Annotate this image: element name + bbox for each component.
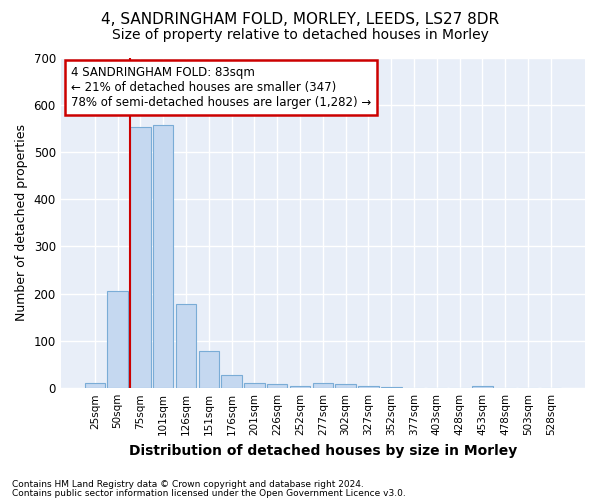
Bar	[85, 384, 105, 388]
Text: Contains HM Land Registry data © Crown copyright and database right 2024.: Contains HM Land Registry data © Crown c…	[12, 480, 364, 489]
Text: 4 SANDRINGHAM FOLD: 83sqm
← 21% of detached houses are smaller (347)
78% of semi: 4 SANDRINGHAM FOLD: 83sqm ← 21% of detac…	[71, 66, 371, 109]
Bar	[381, 387, 401, 388]
Bar	[130, 127, 151, 388]
X-axis label: Distribution of detached houses by size in Morley: Distribution of detached houses by size …	[129, 444, 517, 458]
Text: Contains public sector information licensed under the Open Government Licence v3: Contains public sector information licen…	[12, 488, 406, 498]
Bar	[267, 384, 287, 388]
Bar	[107, 292, 128, 388]
Bar	[335, 384, 356, 388]
Bar	[472, 386, 493, 388]
Bar	[153, 125, 173, 388]
Bar	[358, 386, 379, 388]
Bar	[313, 384, 333, 388]
Bar	[221, 375, 242, 388]
Y-axis label: Number of detached properties: Number of detached properties	[15, 124, 28, 322]
Bar	[176, 304, 196, 388]
Text: 4, SANDRINGHAM FOLD, MORLEY, LEEDS, LS27 8DR: 4, SANDRINGHAM FOLD, MORLEY, LEEDS, LS27…	[101, 12, 499, 28]
Text: Size of property relative to detached houses in Morley: Size of property relative to detached ho…	[112, 28, 488, 42]
Bar	[244, 384, 265, 388]
Bar	[290, 386, 310, 388]
Bar	[199, 352, 219, 388]
